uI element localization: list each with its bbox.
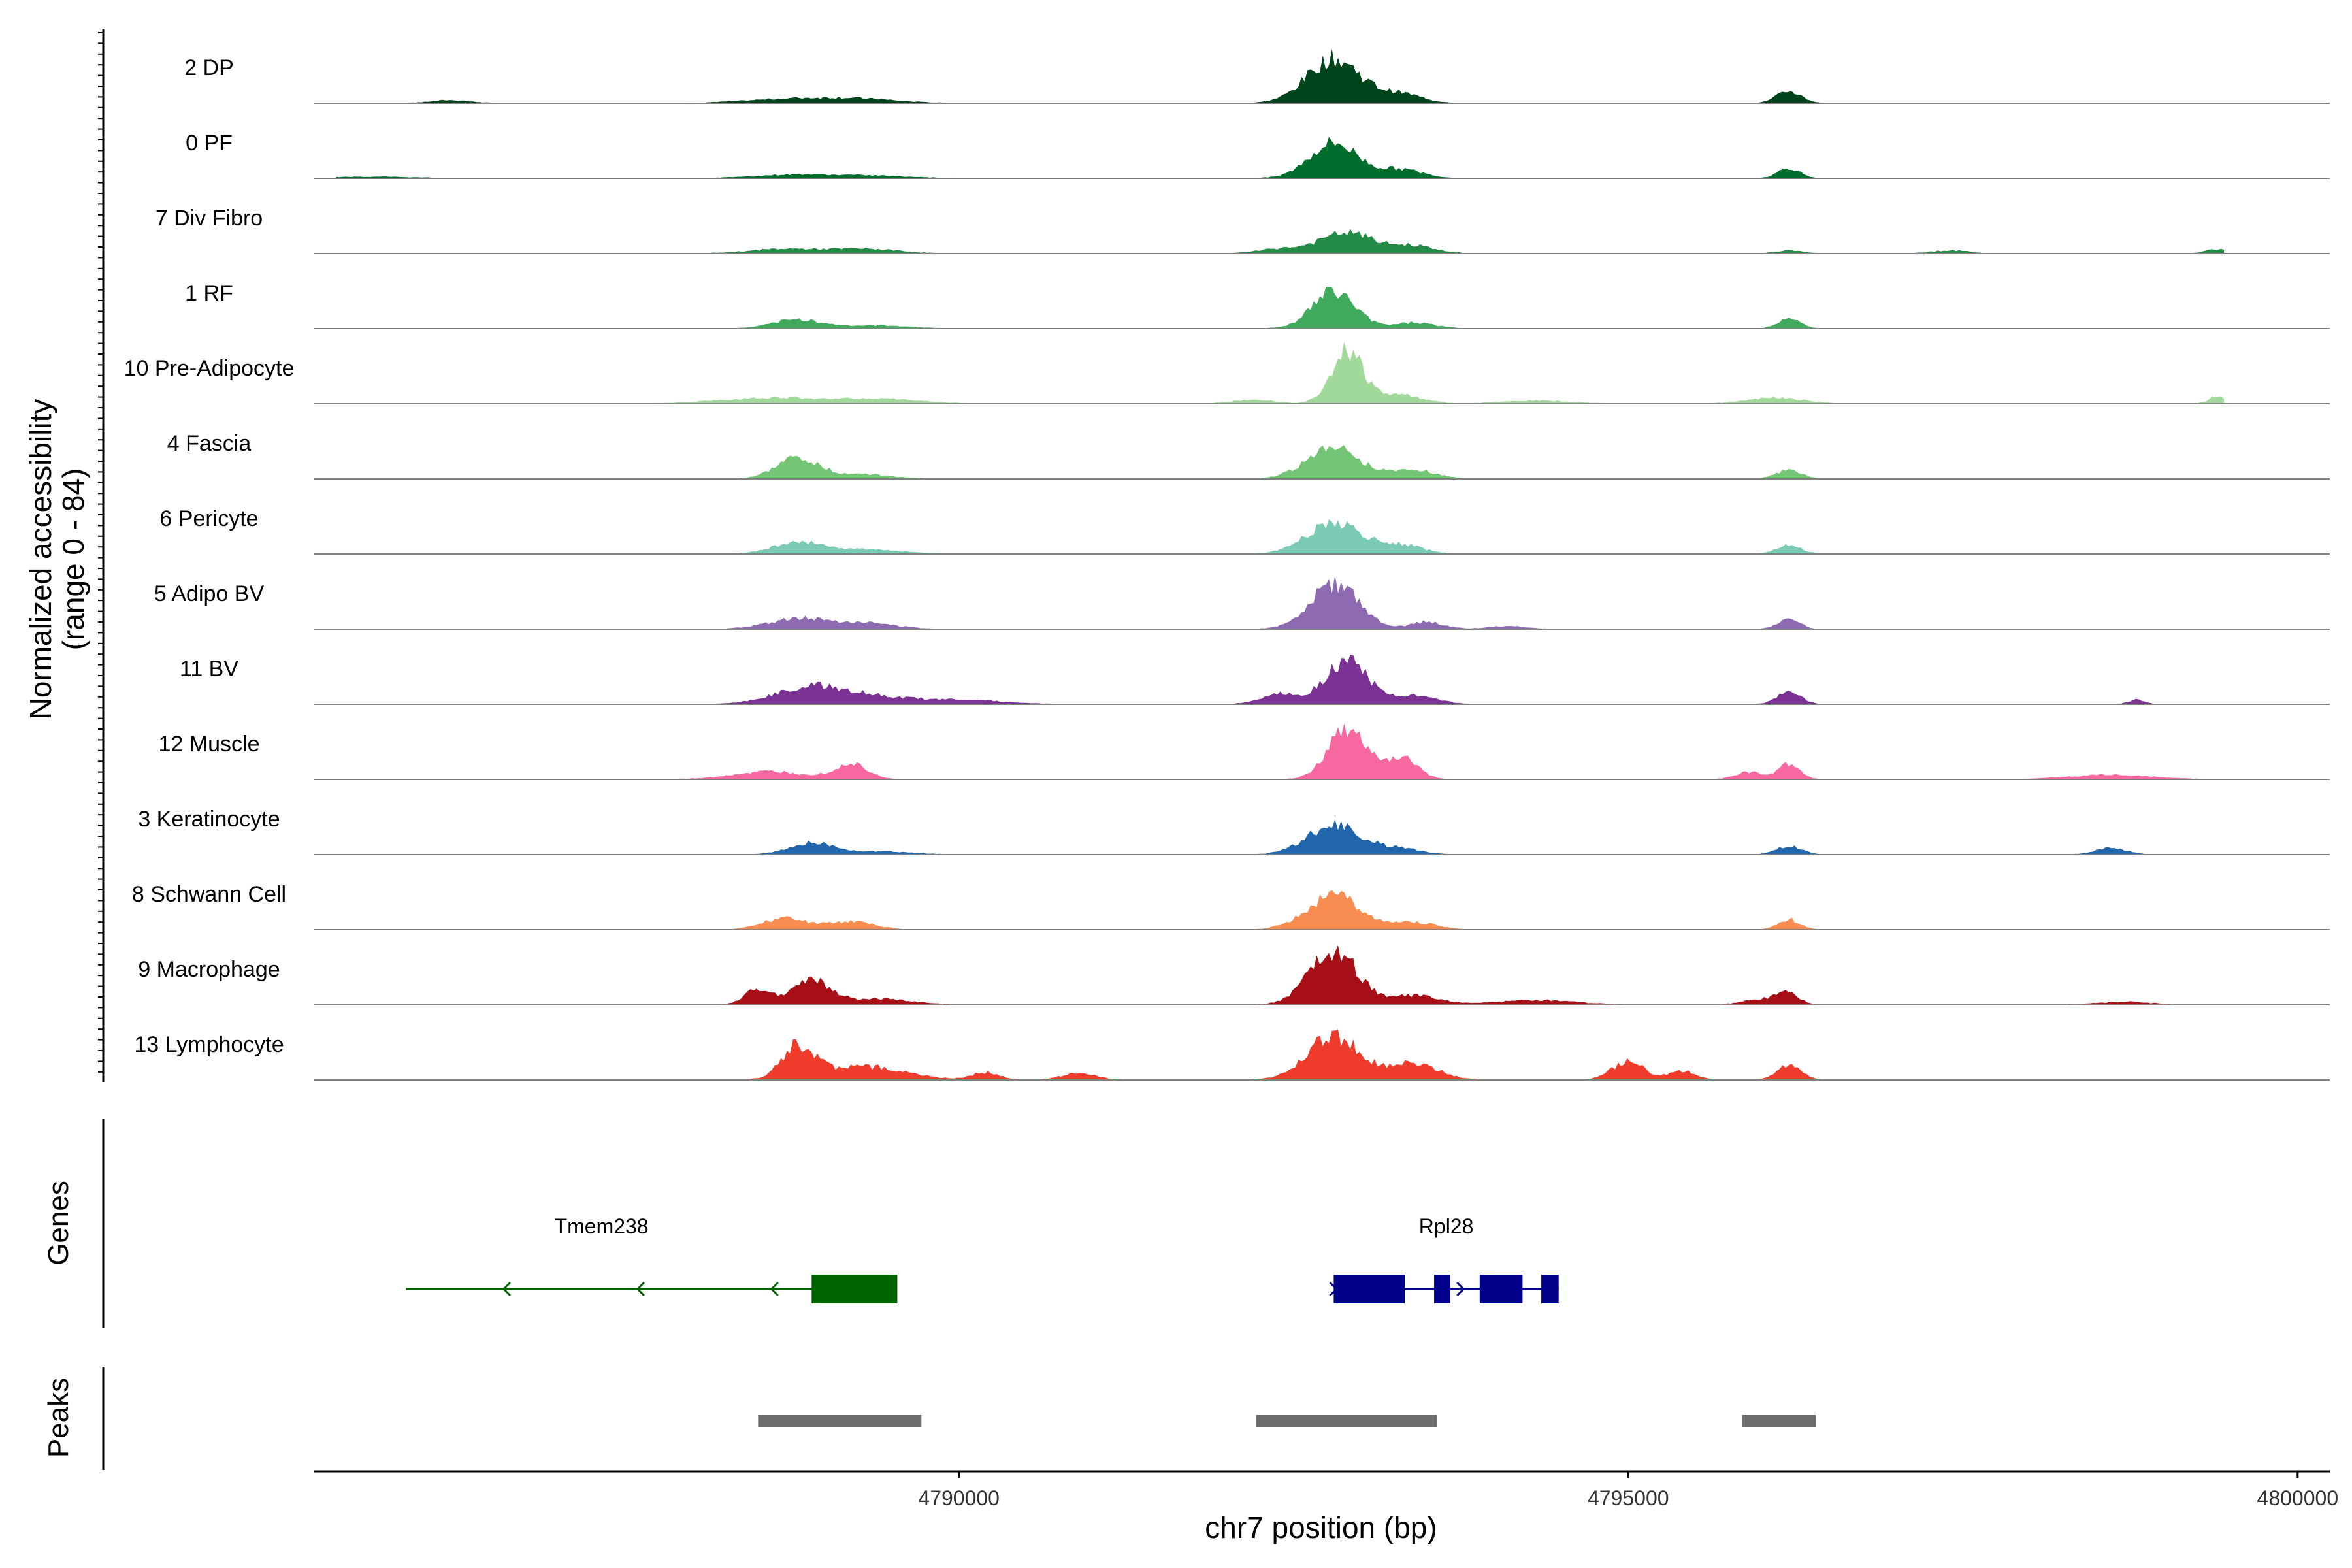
- coverage-area: [336, 287, 2225, 329]
- track-label: 3 Keratinocyte: [138, 807, 280, 832]
- gene-exon: [1479, 1275, 1523, 1303]
- track-label: 9 Macrophage: [138, 957, 280, 982]
- gene-rpl28: Rpl28: [1329, 1215, 1559, 1303]
- gene-exon: [1541, 1275, 1559, 1303]
- track-label: 10 Pre-Adipocyte: [124, 356, 295, 381]
- track-7-div-fibro: 7 Div Fibro: [155, 206, 2330, 254]
- coverage-area: [336, 137, 2225, 178]
- track-12-muscle: 12 Muscle: [159, 723, 2330, 780]
- track-0-pf: 0 PF: [186, 131, 2330, 179]
- coverage-area: [336, 49, 2225, 103]
- track-label: 2 DP: [184, 56, 234, 80]
- gene-label: Tmem238: [555, 1215, 649, 1238]
- peak-region: [758, 1415, 922, 1427]
- track-10-pre-adipocyte: 10 Pre-Adipocyte: [124, 342, 2330, 404]
- coverage-y-axis-ticks: [98, 32, 103, 1073]
- strand-arrow: [1456, 1281, 1465, 1297]
- x-axis-ticks: 4790000 4795000 4800000: [918, 1471, 2338, 1510]
- track-1-rf: 1 RF: [185, 281, 2330, 329]
- peak-regions: [758, 1415, 1816, 1427]
- track-label: 5 Adipo BV: [154, 581, 265, 606]
- coverage-area: [336, 574, 2225, 629]
- track-2-dp: 2 DP: [184, 49, 2330, 104]
- x-axis-tick-label: 4790000: [918, 1486, 1000, 1510]
- strand-arrow: [502, 1281, 512, 1297]
- strand-arrow: [770, 1281, 779, 1297]
- coverage-area: [336, 229, 2225, 253]
- peaks-panel: Peaks: [42, 1367, 1816, 1470]
- coverage-area: [336, 445, 2225, 479]
- track-label: 1 RF: [185, 281, 233, 306]
- gene-exon: [1434, 1275, 1450, 1303]
- gene-tmem238: Tmem238: [406, 1215, 898, 1303]
- peak-region: [1742, 1415, 1816, 1427]
- x-axis-tick-label: 4800000: [2257, 1486, 2339, 1510]
- track-3-keratinocyte: 3 Keratinocyte: [138, 807, 2330, 855]
- coverage-area: [336, 723, 2225, 779]
- track-label: 7 Div Fibro: [155, 206, 263, 231]
- x-axis-title: chr7 position (bp): [1205, 1511, 1437, 1544]
- coverage-area: [336, 519, 2225, 554]
- track-label: 12 Muscle: [159, 732, 260, 757]
- track-13-lymphocyte: 13 Lymphocyte: [134, 1029, 2330, 1081]
- peaks-panel-title: Peaks: [42, 1378, 74, 1458]
- track-6-pericyte: 6 Pericyte: [159, 506, 2330, 555]
- track-label: 8 Schwann Cell: [132, 882, 286, 907]
- track-5-adipo-bv: 5 Adipo BV: [154, 574, 2330, 630]
- gene-models: Tmem238 Rpl28: [406, 1215, 1559, 1303]
- gene-label: Rpl28: [1419, 1215, 1474, 1238]
- coverage-area: [336, 819, 2225, 855]
- genes-panel: Genes Tmem238 Rpl28: [42, 1119, 1559, 1328]
- coverage-tracks: 2 DP 0 PF 7 Div Fibro 1 RF 10 Pre-Adipocyte 4…: [124, 49, 2330, 1081]
- coverage-area: [336, 1029, 2225, 1080]
- y-axis-range-label: (range 0 - 84): [56, 468, 90, 651]
- coverage-area: [336, 945, 2225, 1005]
- track-label: 11 BV: [180, 657, 238, 681]
- track-8-schwann-cell: 8 Schwann Cell: [132, 882, 2330, 930]
- track-label: 0 PF: [186, 131, 233, 155]
- coverage-area: [336, 890, 2225, 930]
- track-4-fascia: 4 Fascia: [167, 431, 2330, 480]
- coverage-area: [336, 342, 2225, 404]
- gene-exon: [1333, 1275, 1405, 1303]
- track-11-bv: 11 BV: [180, 654, 2330, 705]
- track-label: 13 Lymphocyte: [134, 1032, 284, 1057]
- genes-panel-title: Genes: [42, 1181, 74, 1266]
- strand-arrow: [636, 1281, 645, 1297]
- gene-exon: [811, 1275, 898, 1303]
- track-label: 6 Pericyte: [159, 506, 258, 531]
- x-axis: 4790000 4795000 4800000 chr7 position (bp): [314, 1470, 2338, 1544]
- coverage-y-axis: Normalized accessibility (range 0 - 84): [24, 29, 105, 1082]
- peak-region: [1256, 1415, 1437, 1427]
- track-label: 4 Fascia: [167, 431, 252, 456]
- y-axis-title: Normalized accessibility: [24, 399, 57, 720]
- track-9-macrophage: 9 Macrophage: [138, 945, 2330, 1005]
- x-axis-tick-label: 4795000: [1588, 1486, 1669, 1510]
- coverage-area: [336, 654, 2225, 704]
